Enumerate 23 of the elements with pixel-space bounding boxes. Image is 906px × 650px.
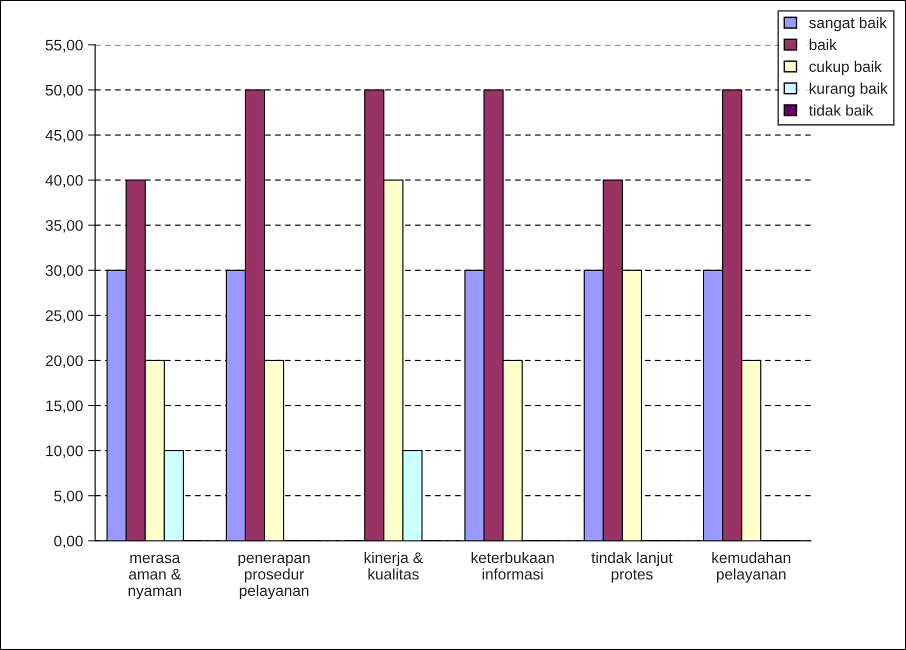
y-tick-label: 35,00 bbox=[46, 220, 83, 233]
x-tick-label: kemudahan pelayanan bbox=[712, 552, 790, 583]
legend-label: cukup baik bbox=[809, 60, 882, 76]
y-tick-label: 55,00 bbox=[46, 40, 83, 52]
legend-label: sangat baik bbox=[809, 17, 887, 32]
y-tick-label: 50,00 bbox=[46, 84, 83, 98]
y-tick-label: 15,00 bbox=[46, 400, 83, 414]
legend-label: baik bbox=[810, 38, 837, 50]
x-tick-label: merasa aman & nyaman bbox=[128, 554, 181, 600]
x-tick-label: kinerja & kualitas bbox=[364, 552, 423, 580]
y-tick-label: 5,00 bbox=[54, 490, 83, 504]
y-tick-label: 25,00 bbox=[46, 310, 83, 323]
y-tick-label: 20,00 bbox=[46, 355, 83, 368]
y-tick-label: 40,00 bbox=[45, 174, 83, 188]
y-tick-label: 30,00 bbox=[46, 265, 83, 278]
legend-label: tidak baik bbox=[808, 104, 874, 116]
y-tick-label: 45,00 bbox=[45, 130, 83, 143]
x-tick-label: tindak lanjut protes bbox=[591, 552, 673, 583]
x-tick-label: keterbukaan informasi bbox=[472, 552, 554, 580]
y-tick-label: 0,00 bbox=[54, 536, 83, 548]
legend-label: kurang baik bbox=[810, 82, 888, 97]
x-tick-label: penerapan prosedur pelayanan bbox=[238, 554, 310, 600]
y-tick-label: 10,00 bbox=[46, 445, 83, 458]
